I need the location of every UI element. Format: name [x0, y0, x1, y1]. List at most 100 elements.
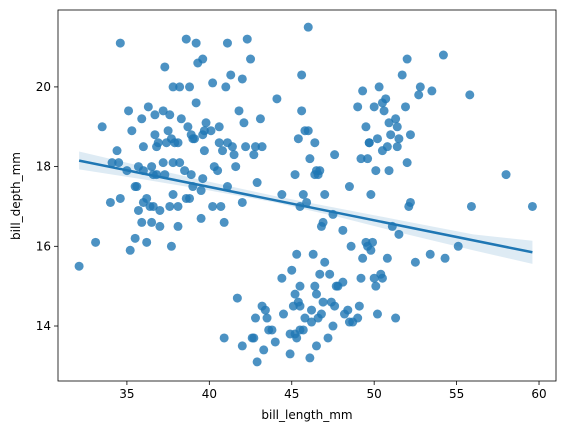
point	[297, 70, 307, 80]
point	[137, 114, 147, 124]
point	[199, 146, 209, 156]
point	[130, 233, 140, 243]
point	[255, 114, 265, 124]
point	[133, 162, 143, 172]
point	[198, 54, 208, 64]
point	[527, 201, 537, 211]
point	[219, 333, 229, 343]
point	[246, 54, 256, 64]
point	[298, 190, 308, 200]
point	[384, 166, 394, 176]
point	[320, 257, 330, 267]
point	[377, 273, 387, 283]
point	[127, 126, 137, 136]
point	[249, 150, 259, 160]
point	[392, 122, 402, 132]
point	[257, 142, 267, 152]
point	[371, 166, 381, 176]
point	[303, 22, 313, 32]
point	[394, 134, 404, 144]
point	[311, 289, 321, 299]
point	[330, 150, 340, 160]
point	[331, 281, 341, 291]
point	[372, 134, 382, 144]
point	[250, 313, 260, 323]
point	[158, 106, 168, 116]
point	[358, 253, 368, 263]
point	[305, 154, 315, 164]
point	[300, 313, 310, 323]
point	[308, 249, 318, 259]
point	[161, 138, 171, 148]
point	[155, 221, 165, 231]
point	[371, 281, 381, 291]
point	[185, 82, 195, 92]
point	[382, 142, 392, 152]
point	[361, 122, 371, 132]
point	[297, 106, 307, 116]
point	[465, 90, 475, 100]
point	[181, 34, 191, 44]
point	[353, 102, 363, 112]
point	[218, 146, 228, 156]
point	[356, 154, 366, 164]
point	[290, 170, 300, 180]
point	[298, 325, 308, 335]
y-tick-label: 18	[36, 160, 51, 174]
point	[183, 122, 193, 132]
point	[107, 158, 117, 168]
point	[394, 229, 404, 239]
point	[384, 118, 394, 128]
point	[440, 253, 450, 263]
y-tick-label: 16	[36, 239, 51, 253]
point	[237, 197, 247, 207]
plot-frame	[57, 9, 557, 382]
point	[270, 337, 280, 347]
point	[196, 213, 206, 223]
point	[252, 357, 262, 367]
point	[382, 253, 392, 263]
point	[186, 170, 196, 180]
point	[267, 325, 277, 335]
x-tick-label: 45	[284, 387, 299, 401]
point	[196, 186, 206, 196]
point	[180, 166, 190, 176]
point	[405, 130, 415, 140]
point	[214, 122, 224, 132]
point	[343, 305, 353, 315]
point	[201, 118, 211, 128]
point	[124, 106, 134, 116]
point	[386, 130, 396, 140]
point	[272, 94, 282, 104]
point	[415, 82, 425, 92]
point	[277, 190, 287, 200]
point	[414, 90, 424, 100]
point	[199, 126, 209, 136]
point	[438, 50, 448, 60]
point	[358, 86, 368, 96]
point	[143, 102, 153, 112]
point	[338, 277, 348, 287]
point	[285, 329, 295, 339]
point	[293, 134, 303, 144]
point	[277, 273, 287, 283]
point	[148, 201, 158, 211]
point	[311, 341, 321, 351]
point	[316, 309, 326, 319]
point	[165, 110, 175, 120]
point	[166, 241, 176, 251]
y-tick-label: 20	[36, 80, 51, 94]
point	[138, 142, 148, 152]
point	[305, 353, 315, 363]
point	[249, 333, 259, 343]
point	[410, 257, 420, 267]
point	[173, 138, 183, 148]
point	[185, 193, 195, 203]
x-tick-label: 35	[119, 387, 134, 401]
point	[353, 313, 363, 323]
point	[114, 158, 124, 168]
point	[163, 126, 173, 136]
point	[311, 166, 321, 176]
point	[168, 158, 178, 168]
